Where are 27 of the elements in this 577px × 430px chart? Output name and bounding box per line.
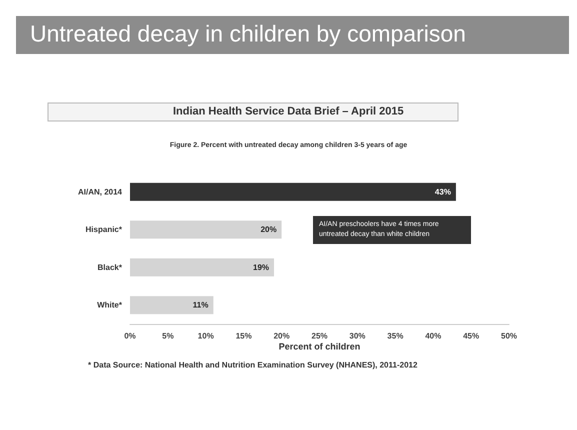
x-tick-label: 35% [387,332,404,340]
x-tick-label: 45% [463,332,480,340]
x-tick-label: 15% [236,332,252,340]
chart-subtitle: Indian Health Service Data Brief – April 2015 [172,106,404,118]
x-tick-label: 5% [162,332,174,340]
x-axis-title: Percent of children [278,342,360,352]
text: * Data Source: National Health and Nutrition Examination Survey (NHANES), 2011-2012 [88,360,418,370]
y-tick-label: Black* [98,262,123,272]
x-tick-label: 20% [274,332,290,340]
bar [130,182,456,201]
data-label: 11% [192,300,208,310]
data-label: 20% [260,225,277,234]
chart-title: Untreated decay in children by comparison [30,20,466,46]
x-tick-label: 30% [349,332,366,340]
data-label: 19% [253,262,270,272]
bar [130,258,274,276]
bar [130,296,214,314]
x-tick-label: 0% [124,332,136,340]
y-tick-label: AI/AN, 2014 [78,187,123,196]
bar [130,220,282,239]
x-tick-label: 25% [311,332,328,340]
y-tick-label: Hispanic* [86,225,123,234]
y-tick-label: White* [97,300,123,310]
x-tick-label: 40% [425,332,442,340]
x-tick-label: 10% [198,332,214,340]
data-label: 43% [434,187,451,196]
x-tick-label: 50% [500,332,518,340]
